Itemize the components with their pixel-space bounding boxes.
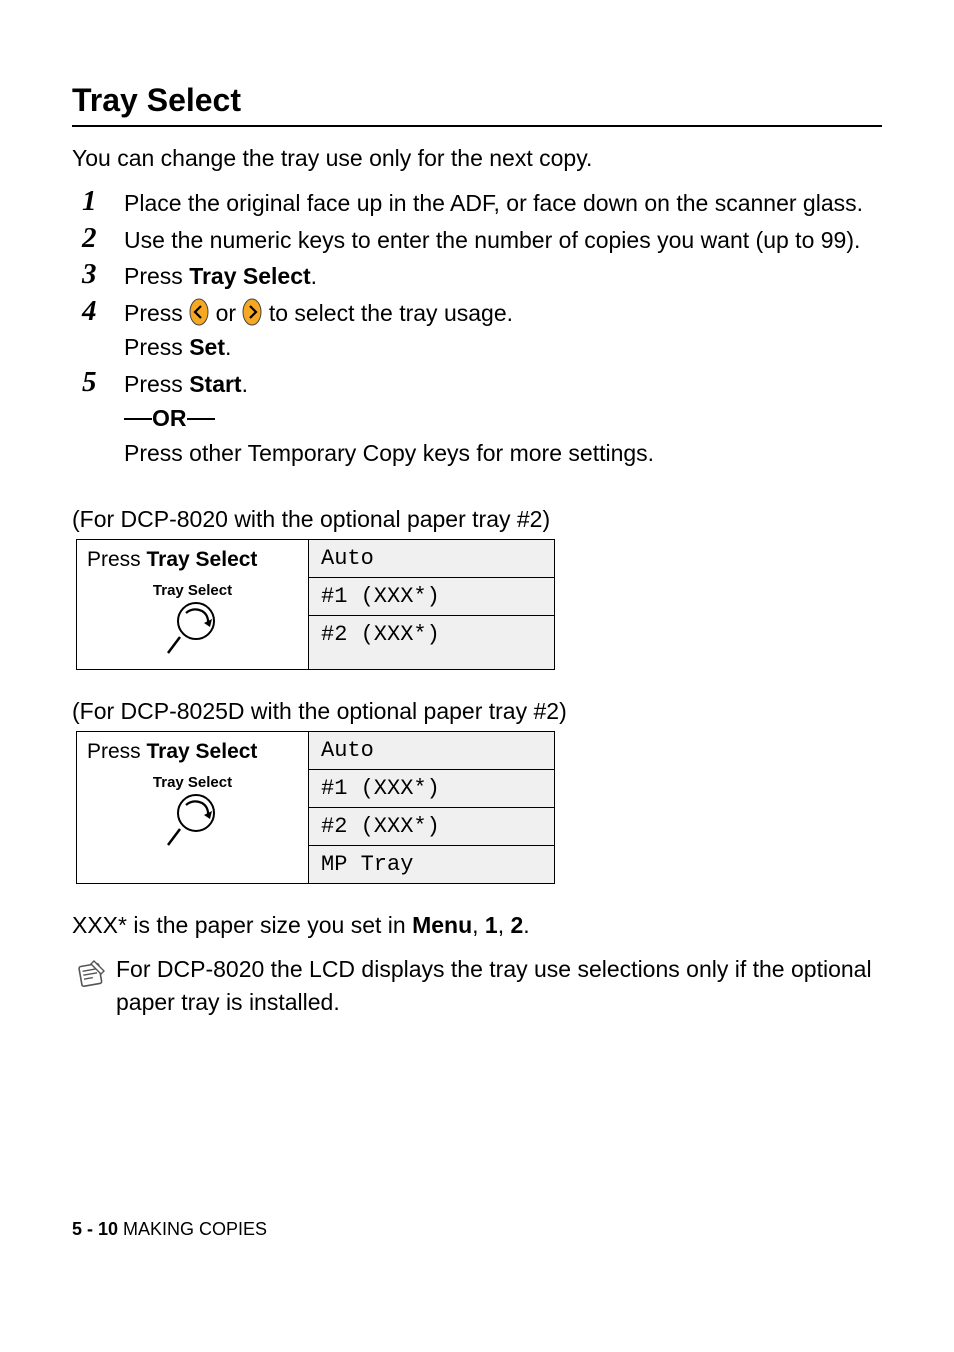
table-press-text: Press [87, 548, 147, 571]
tray-select-button-label: Tray Select [87, 774, 298, 791]
or-divider: OR [124, 405, 215, 431]
step-text: Press [124, 371, 189, 397]
intro-text: You can change the tray use only for the… [72, 145, 882, 172]
note-block: For DCP-8020 the LCD displays the tray u… [72, 953, 882, 1020]
lcd-option: #1 (XXX*) [309, 770, 555, 808]
section-label-1: (For DCP-8020 with the optional paper tr… [72, 506, 882, 533]
tray-table-1: Press Tray Select Tray Select Auto #1 (X… [76, 539, 555, 670]
lcd-option: Auto [309, 540, 555, 578]
right-arrow-icon [242, 298, 262, 326]
step-text: Press [124, 300, 189, 326]
page-footer: 5 - 10 MAKING COPIES [72, 1219, 267, 1240]
table-press-bold: Tray Select [147, 548, 258, 571]
step-text: Press other Temporary Copy keys for more… [124, 440, 654, 466]
step-number: 5 [82, 361, 97, 405]
step-1: 1 Place the original face up in the ADF,… [82, 186, 882, 221]
lcd-option: #2 (XXX*) [309, 616, 555, 670]
tray-select-button-graphic: Tray Select [87, 582, 298, 663]
step-5: 5 Press Start. OR Press other Temporary … [82, 367, 882, 471]
left-arrow-icon [189, 298, 209, 326]
step-text-bold: Start [189, 371, 241, 397]
note-text: For DCP-8020 the LCD displays the tray u… [116, 953, 882, 1020]
steps-list: 1 Place the original face up in the ADF,… [72, 186, 882, 470]
tray-select-button-graphic: Tray Select [87, 774, 298, 855]
step-text-bold: Tray Select [189, 263, 310, 289]
tray-table-left: Press Tray Select Tray Select [77, 732, 309, 884]
step-text-bold: Set [189, 334, 225, 360]
lcd-option: Auto [309, 732, 555, 770]
step-text: Use the numeric keys to enter the number… [124, 227, 860, 253]
note-icon [72, 955, 108, 991]
table-press-bold: Tray Select [147, 740, 258, 763]
step-text: Place the original face up in the ADF, o… [124, 190, 863, 216]
step-text: . [311, 263, 317, 289]
tray-select-icon [164, 601, 222, 657]
tray-table-2: Press Tray Select Tray Select Auto #1 (X… [76, 731, 555, 884]
section-label-2: (For DCP-8025D with the optional paper t… [72, 698, 882, 725]
step-number: 4 [82, 290, 97, 334]
step-text: . [225, 334, 231, 360]
step-text: Press [124, 263, 189, 289]
step-text: . [242, 371, 248, 397]
table-press-text: Press [87, 740, 147, 763]
lcd-option: MP Tray [309, 846, 555, 884]
step-text: to select the tray usage. [269, 300, 513, 326]
step-2: 2 Use the numeric keys to enter the numb… [82, 223, 882, 258]
step-text: or [216, 300, 243, 326]
lcd-option: #1 (XXX*) [309, 578, 555, 616]
footnote: XXX* is the paper size you set in Menu, … [72, 912, 882, 939]
page-heading: Tray Select [72, 82, 882, 127]
tray-table-left: Press Tray Select Tray Select [77, 540, 309, 670]
lcd-option: #2 (XXX*) [309, 808, 555, 846]
step-3: 3 Press Tray Select. [82, 259, 882, 294]
step-text: Press [124, 334, 189, 360]
tray-select-icon [164, 793, 222, 849]
page-number: 5 - 10 [72, 1219, 118, 1239]
tray-select-button-label: Tray Select [87, 582, 298, 599]
footer-title: MAKING COPIES [118, 1219, 267, 1239]
step-4: 4 Press or to select the tray usage. Pre… [82, 296, 882, 365]
